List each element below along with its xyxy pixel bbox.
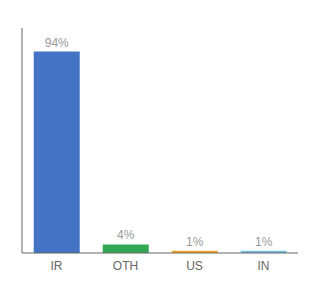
svg-text:4%: 4%	[117, 228, 135, 242]
svg-text:US: US	[186, 259, 203, 273]
svg-text:IN: IN	[258, 259, 270, 273]
svg-text:OTH: OTH	[113, 259, 138, 273]
svg-text:1%: 1%	[255, 235, 273, 249]
svg-text:94%: 94%	[45, 36, 69, 50]
svg-text:1%: 1%	[186, 235, 204, 249]
svg-text:IR: IR	[51, 259, 63, 273]
